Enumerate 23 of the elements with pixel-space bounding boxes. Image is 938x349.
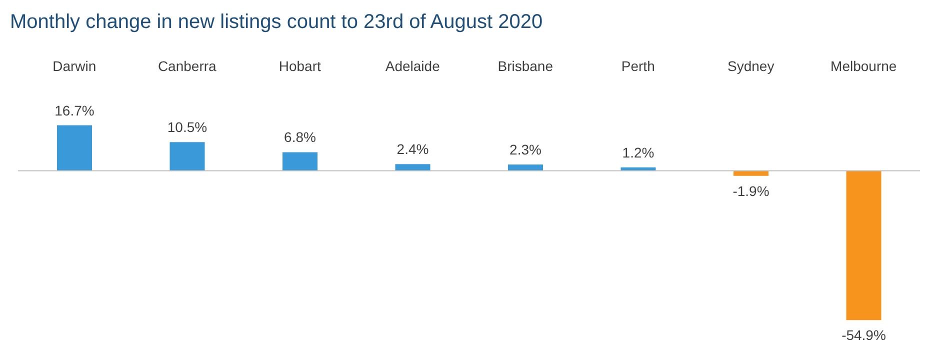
x-tick-label: Brisbane <box>498 58 554 74</box>
x-tick-label: Perth <box>621 58 655 74</box>
x-tick-label: Darwin <box>52 58 96 74</box>
x-tick-label: Melbourne <box>830 58 897 74</box>
bar <box>282 152 318 171</box>
bar <box>734 170 768 176</box>
bar <box>57 125 92 171</box>
x-tick-label: Canberra <box>158 58 217 74</box>
bar <box>395 164 430 171</box>
x-tick-label: Adelaide <box>385 58 440 74</box>
bar <box>170 142 205 171</box>
x-tick-label: Sydney <box>728 58 774 74</box>
data-label: 6.8% <box>284 129 316 146</box>
x-tick-label: Hobart <box>278 58 321 74</box>
data-label: 1.2% <box>622 144 654 160</box>
data-label: 2.3% <box>510 141 542 158</box>
data-label: 2.4% <box>396 141 429 158</box>
chart-title: Monthly change in new listings count to 23rd of August 2020 <box>9 10 544 35</box>
bar <box>846 170 882 320</box>
data-label: 10.5% <box>167 119 208 136</box>
data-label: -54.9% <box>842 327 886 344</box>
data-label: -1.9% <box>732 182 770 199</box>
data-label: 16.7% <box>54 102 94 118</box>
